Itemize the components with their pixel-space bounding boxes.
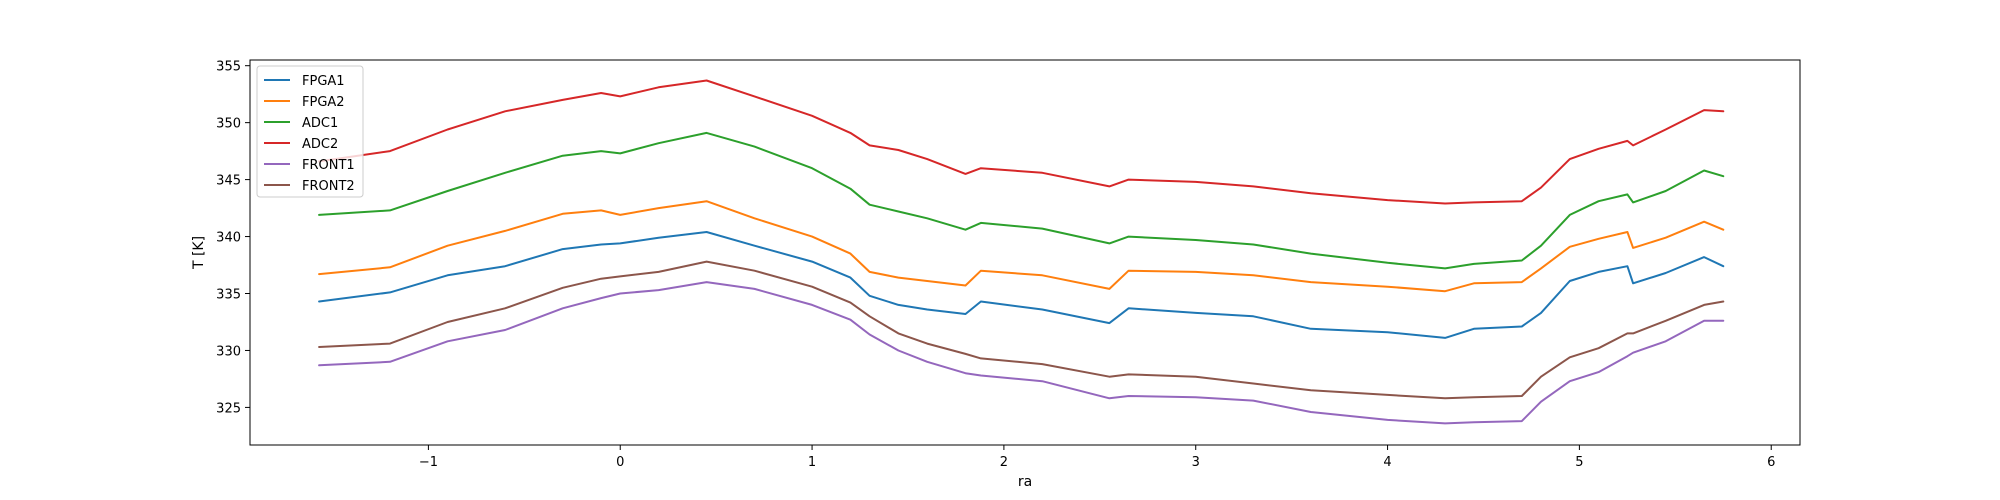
y-tick-label: 345 — [216, 174, 241, 189]
y-tick-label: 340 — [216, 231, 241, 246]
legend-label: ADC1 — [302, 116, 338, 131]
x-tick-label: 0 — [616, 455, 624, 470]
y-tick-label: 355 — [216, 60, 241, 75]
x-tick-label: 6 — [1767, 455, 1775, 470]
legend-label: FPGA2 — [302, 95, 345, 110]
legend: FPGA1 FPGA2 ADC1 ADC2 FRONT1 FRONT2 — [256, 65, 364, 198]
y-tick-label: 350 — [216, 117, 241, 132]
x-tick-label: −1 — [419, 455, 438, 470]
series-line-front1 — [318, 281, 1725, 425]
x-tick-label: 5 — [1575, 455, 1583, 470]
y-tick-label: 335 — [216, 288, 241, 303]
x-tick-label: 1 — [808, 455, 816, 470]
x-tick-label: 4 — [1383, 455, 1391, 470]
y-axis-label: T [K] — [191, 236, 207, 270]
x-tick-label: 2 — [1000, 455, 1008, 470]
axes-frame — [249, 59, 1801, 446]
series-line-fpga1 — [318, 231, 1725, 339]
x-tick-label: 3 — [1192, 455, 1200, 470]
legend-label: ADC2 — [302, 137, 338, 152]
legend-label: FRONT2 — [302, 179, 355, 194]
series-line-front2 — [318, 260, 1725, 400]
y-tick-label: 325 — [216, 401, 241, 416]
series-layer — [318, 79, 1725, 425]
series-line-adc1 — [318, 131, 1725, 270]
legend-label: FPGA1 — [302, 74, 345, 89]
y-tick-label: 330 — [216, 344, 241, 359]
series-line-fpga2 — [318, 200, 1725, 293]
legend-label: FRONT1 — [302, 158, 355, 173]
series-line-adc2 — [318, 79, 1725, 205]
x-axis-label: ra — [1018, 474, 1032, 490]
